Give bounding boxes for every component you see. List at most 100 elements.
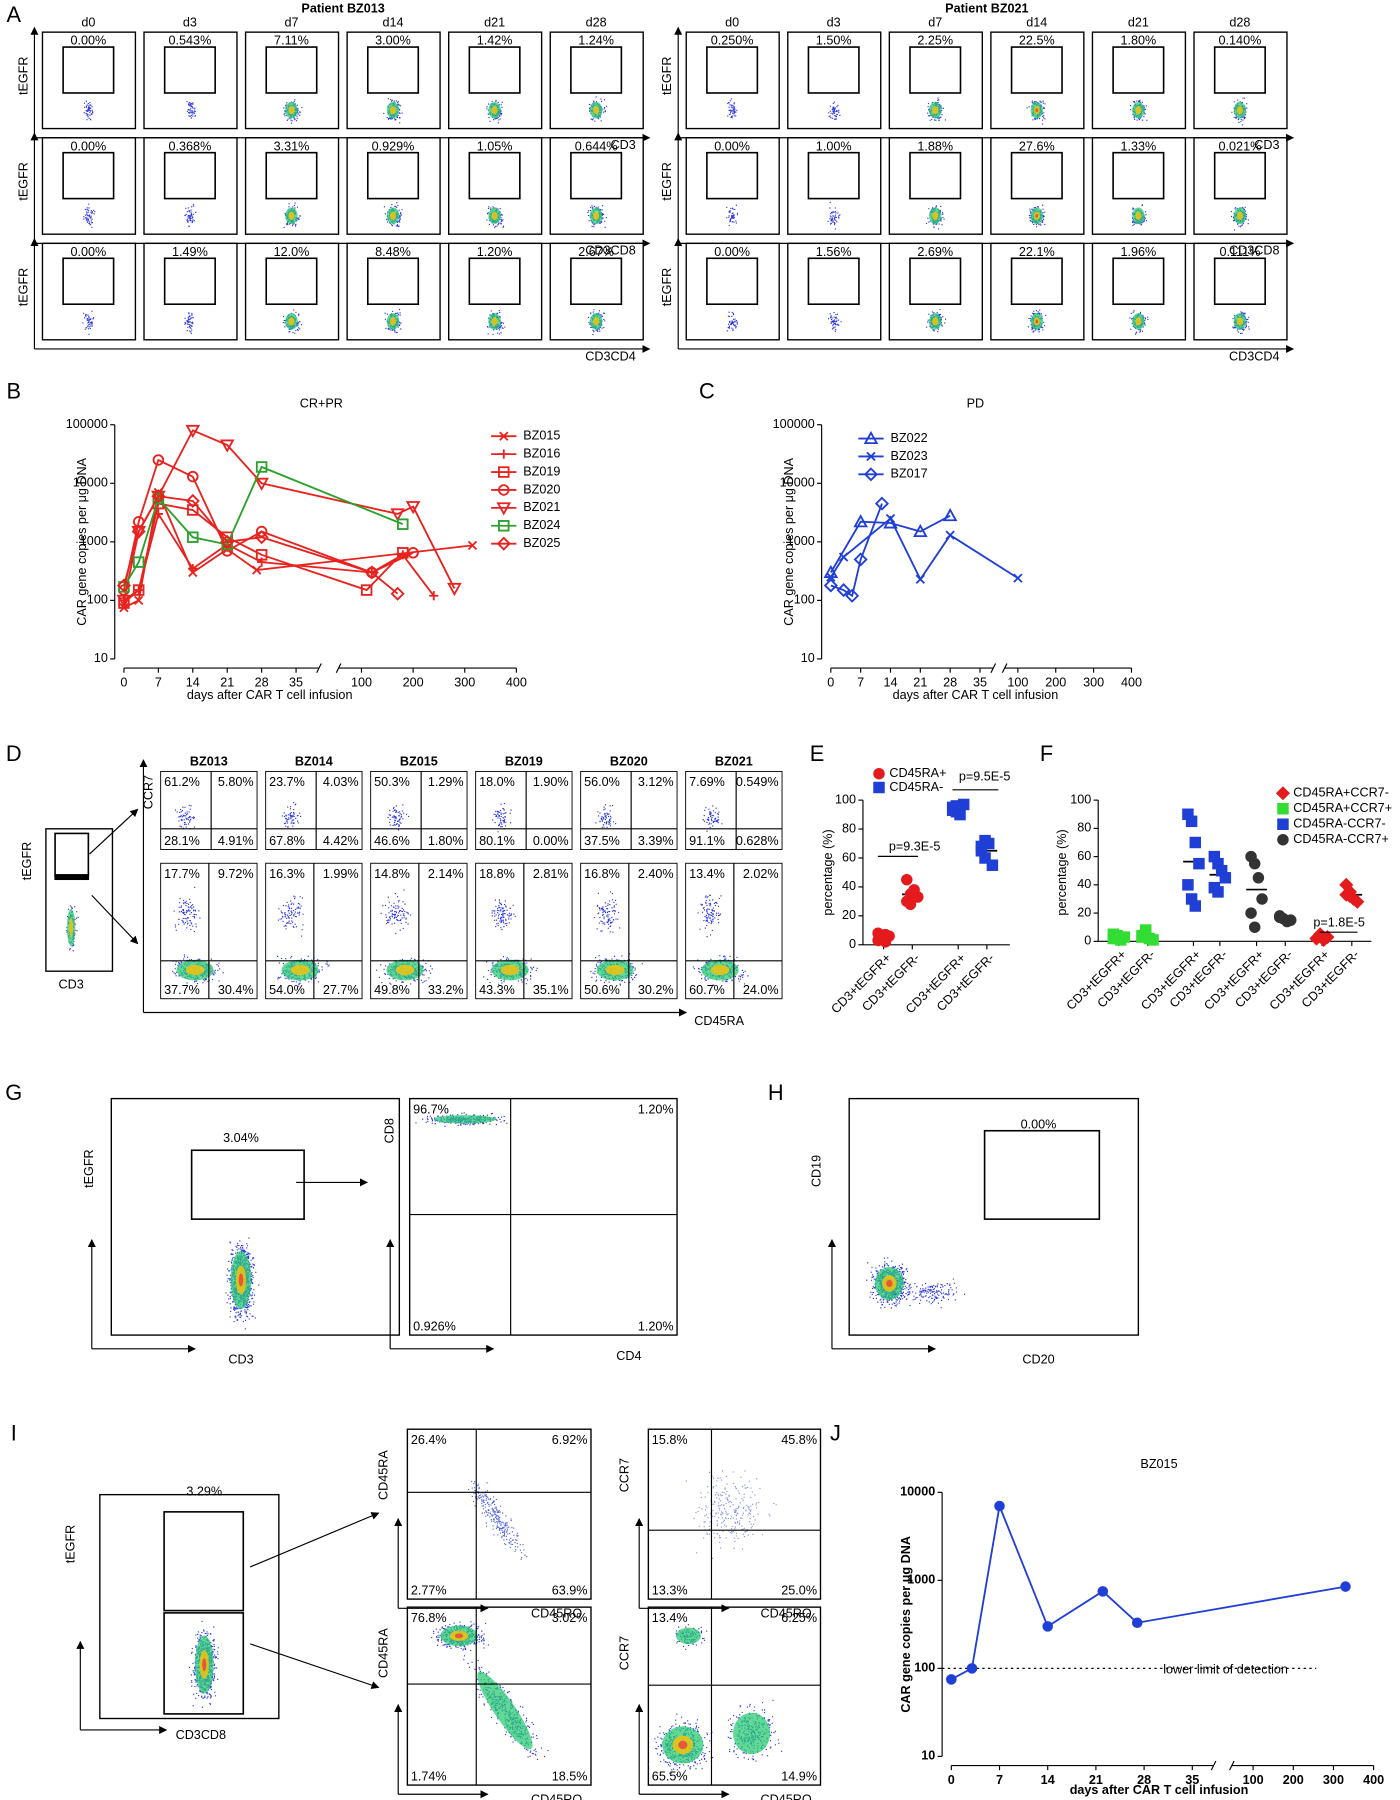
arrow [249, 1643, 380, 1689]
day-label: d7 [928, 15, 942, 29]
marker [873, 767, 885, 780]
marker [946, 1674, 957, 1685]
gate [163, 46, 216, 94]
marker [823, 578, 838, 593]
quadrant-pct: 23.7% [269, 775, 305, 789]
marker [132, 584, 145, 596]
plot-frame [647, 1428, 822, 1600]
event-dots [828, 101, 841, 120]
plot-frame [45, 828, 114, 972]
plot-frame [406, 1428, 592, 1600]
axis-break [1001, 663, 1008, 673]
y-tick-label: 10 [921, 1749, 935, 1763]
marker [1277, 802, 1289, 815]
annotation: p=1.8E-5 [1313, 915, 1365, 929]
marker [364, 565, 379, 580]
panel-letter: H [768, 1080, 784, 1105]
panel-letter: B [6, 378, 21, 403]
event-dots [827, 312, 842, 333]
gate-pct: 0.00% [70, 139, 106, 153]
plot-frame [244, 31, 340, 130]
density-core [676, 1627, 701, 1645]
marker [942, 508, 958, 522]
gate-pct: 0.140% [1219, 34, 1262, 48]
x-axis-label: days after CAR T cell infusion [893, 688, 1059, 702]
plot-frame [143, 31, 238, 130]
density-hot [288, 106, 295, 115]
density-hot [932, 106, 939, 115]
marker [499, 449, 509, 459]
quadrant-pct: 35.1% [533, 983, 569, 997]
marker [1147, 934, 1159, 946]
quadrant-pct: 7.69% [689, 775, 725, 789]
gate-pct: 22.1% [1019, 245, 1055, 259]
plot-frame [110, 1097, 401, 1336]
x-tick-label: 0 [120, 675, 127, 689]
x-axis-label: CD45RO [760, 1606, 811, 1620]
series-line [123, 495, 399, 595]
plot-frame [685, 242, 780, 341]
quadrant-pct: 67.8% [269, 834, 305, 848]
event-dots [492, 802, 512, 833]
x-tick-label: 100 [351, 675, 372, 689]
marker [467, 540, 478, 551]
marker [1342, 889, 1358, 904]
event-dots [685, 1470, 777, 1559]
density-hot [389, 211, 397, 220]
gate [1010, 151, 1063, 200]
x-tick-label: 400 [506, 675, 527, 689]
axis-break [335, 663, 342, 673]
marker [885, 513, 896, 524]
quadrant-pct: 61.2% [164, 775, 200, 789]
event-dots [83, 203, 96, 228]
gate-pct: 0.368% [169, 139, 212, 153]
plot-frame [265, 770, 363, 850]
x-tick-label: 0 [827, 675, 834, 689]
quadrant-pct: 96.7% [413, 1102, 449, 1116]
legend-label: BZ016 [523, 446, 560, 460]
x-axis-label: days after CAR T cell infusion [187, 688, 353, 702]
y-axis-label: tEGFR [660, 56, 674, 95]
density-hot [290, 964, 310, 976]
plot-frame [580, 770, 678, 850]
plot-frame [1193, 137, 1288, 235]
gate-pct: 0.00% [1021, 1117, 1057, 1131]
plot-frame [370, 770, 468, 850]
x-tick-label: 200 [403, 675, 424, 689]
marker [187, 470, 199, 483]
event-dots [593, 891, 621, 933]
x-tick-label: 300 [1083, 675, 1104, 689]
legend-label: BZ024 [523, 518, 560, 532]
x-tick-label: 7 [996, 1773, 1003, 1787]
y-axis-label: tEGFR [20, 842, 34, 881]
event-dots [702, 805, 723, 832]
marker [152, 454, 165, 466]
plot-frame [549, 242, 644, 341]
quadrant-pct: 1.29% [428, 775, 464, 789]
plot-frame [647, 1606, 822, 1786]
x-tick-label: 0 [948, 1773, 955, 1787]
event-dots [83, 100, 94, 121]
plot-frame [787, 242, 882, 341]
gate-pct: 27.6% [1019, 139, 1055, 153]
density-hot [710, 964, 730, 976]
panel-letter: I [11, 1421, 17, 1446]
quadrant-pct: 24.0% [743, 983, 779, 997]
x-axis-label: CD4 [616, 1349, 641, 1363]
marker [185, 424, 201, 439]
gate [570, 151, 623, 200]
marker [498, 484, 510, 496]
annotation: p=9.5E-5 [959, 769, 1011, 783]
marker [390, 586, 405, 601]
density-hot [500, 964, 520, 976]
plot-frame [848, 1097, 1140, 1336]
gate-pct: 0.250% [711, 34, 754, 48]
density-hot [1135, 211, 1142, 220]
day-label: d0 [725, 15, 739, 29]
quadrant-pct: 3.12% [638, 775, 674, 789]
event-dots [184, 204, 197, 228]
density-hot [491, 317, 498, 326]
series-line [950, 1502, 1346, 1681]
density-hot [389, 317, 397, 326]
